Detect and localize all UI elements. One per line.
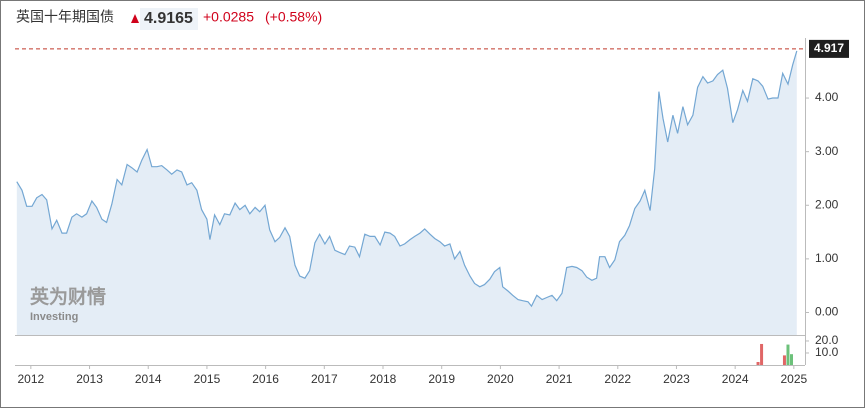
y-tick-label: 4.00: [815, 90, 839, 104]
change-pct: (+0.58%): [265, 9, 322, 25]
volume-bar: [790, 354, 794, 365]
x-tick-label: 2017: [311, 372, 338, 386]
y-tick-label: 2.00: [815, 197, 839, 211]
x-tick-label: 2015: [194, 372, 221, 386]
last-price-label: 4.917: [814, 41, 844, 55]
volume-bar: [786, 344, 790, 365]
volume-bar: [760, 343, 764, 365]
x-tick-label: 2024: [722, 372, 749, 386]
volume-bar: [756, 361, 760, 365]
price-line: [16, 50, 798, 308]
last-price-box: [809, 39, 849, 58]
x-tick-label: 2013: [76, 372, 103, 386]
watermark-brand: 英为财情: [30, 285, 106, 308]
x-tick-label: 2014: [135, 372, 162, 386]
watermark-site: Investing: [30, 311, 78, 323]
y-tick-label: 0.00: [815, 305, 839, 319]
y-tick-label: 20.0: [815, 333, 839, 347]
x-tick-label: 2025: [780, 372, 807, 386]
price-box: [140, 8, 198, 30]
x-tick-label: 2021: [546, 372, 573, 386]
x-tick-label: 2019: [428, 372, 455, 386]
y-tick-label: 10.0: [815, 345, 839, 359]
up-arrow: [131, 14, 139, 23]
x-tick-label: 2012: [17, 372, 44, 386]
x-tick-label: 2022: [604, 372, 631, 386]
y-tick-label: 3.00: [815, 144, 839, 158]
x-tick-label: 2016: [252, 372, 279, 386]
volume-bar: [782, 355, 786, 365]
area-fill: [16, 50, 797, 336]
y-tick-label: 1.00: [815, 251, 839, 265]
x-tick-label: 2023: [663, 372, 690, 386]
x-tick-label: 2018: [370, 372, 397, 386]
x-tick-label: 2020: [487, 372, 514, 386]
instrument-title: 英国十年期国债: [16, 9, 114, 25]
price: 4.9165: [144, 10, 193, 27]
change: +0.0285: [203, 9, 254, 25]
